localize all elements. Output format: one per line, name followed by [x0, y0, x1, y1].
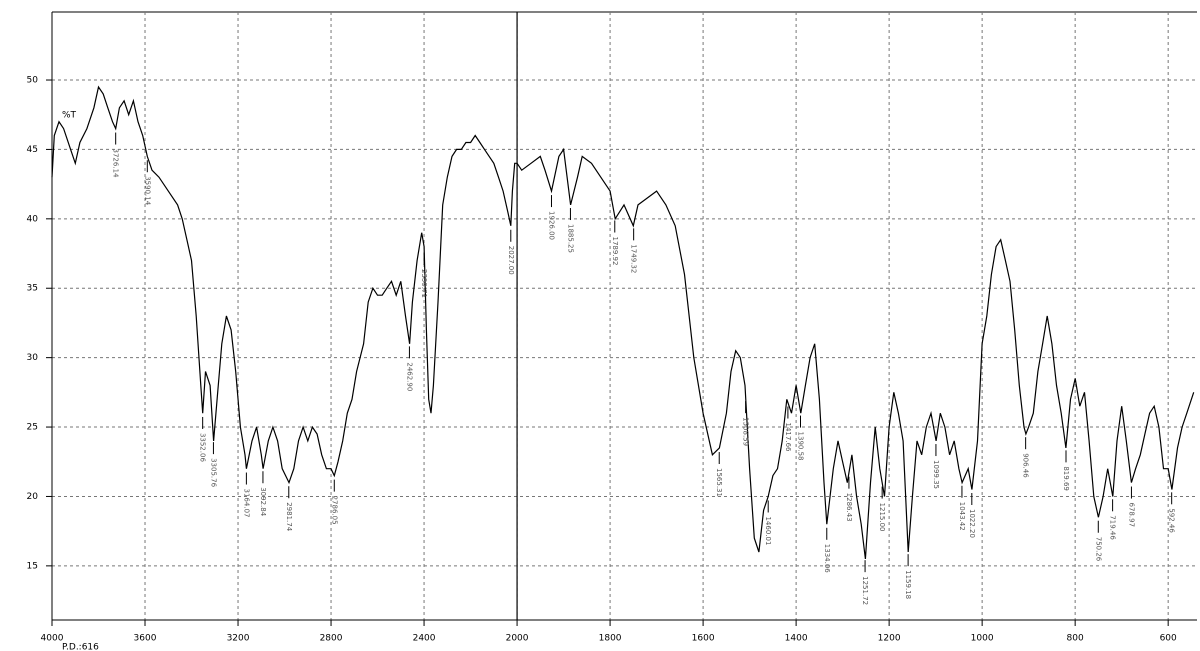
peak-label: 2981.74: [285, 502, 293, 531]
x-tick-label: 4000: [41, 634, 64, 644]
peak-label: 1390.58: [796, 432, 804, 461]
peak-label: 1215.00: [878, 503, 886, 532]
spectrum-line: [51, 85, 1195, 559]
peak-label: 3164.07: [242, 489, 250, 518]
peak-label: 3092.84: [259, 487, 267, 516]
peak-label: 592.46: [1168, 508, 1176, 533]
peak-label: 1043.42: [958, 502, 966, 531]
x-tick-label: 1600: [692, 634, 715, 644]
peak-label: 906.46: [1022, 453, 1030, 478]
x-tick-label: 1400: [785, 634, 808, 644]
y-axis-label: %T: [62, 111, 77, 121]
peak-label: 719.46: [1109, 515, 1117, 540]
peak-label: 1749.32: [630, 244, 638, 273]
y-tick-label: 40: [27, 214, 39, 224]
peak-label: 1159.18: [904, 570, 912, 599]
peak-label: 3305.76: [209, 458, 217, 487]
y-tick-label: 45: [27, 145, 38, 155]
peak-label: 1926.00: [547, 211, 555, 240]
peak-label: 2786.05: [330, 496, 338, 525]
peak-label: 1789.92: [611, 237, 619, 266]
peak-label: 1885.25: [566, 224, 574, 253]
peak-label: 1565.31: [715, 468, 723, 497]
x-tick-label: 800: [1067, 634, 1084, 644]
y-tick-label: 20: [27, 492, 39, 502]
peak-label: 1022.20: [968, 509, 976, 538]
peak-label: 1417.66: [784, 423, 792, 452]
peak-label: 819.69: [1062, 466, 1070, 491]
peak-label: 1334.06: [823, 544, 831, 573]
peak-label: 3726.14: [112, 149, 120, 178]
peak-label: 3590.14: [143, 176, 151, 205]
peak-label: 1099.35: [932, 460, 940, 489]
peak-label: 2027.00: [507, 246, 515, 275]
peak-label: 750.26: [1094, 537, 1102, 562]
y-tick-label: 35: [27, 284, 38, 294]
peak-label: 2399.71: [420, 269, 428, 298]
peak-label: 1508.59: [742, 417, 750, 446]
x-tick-label: 2800: [320, 634, 343, 644]
y-tick-label: 15: [27, 561, 38, 571]
x-tick-label: 3600: [134, 634, 157, 644]
x-tick-label: 1000: [971, 634, 994, 644]
y-tick-label: 50: [27, 76, 39, 86]
peak-label: 2462.90: [405, 362, 413, 391]
y-tick-label: 25: [27, 423, 38, 433]
peak-label: 1251.72: [861, 576, 869, 605]
x-tick-label: 1800: [599, 634, 622, 644]
footer: P.D.:616: [62, 643, 99, 651]
peak-label: 1286.43: [845, 493, 853, 522]
x-tick-label: 2000: [506, 634, 529, 644]
peak-label: 1460.01: [764, 516, 772, 545]
x-tick-label: 3200: [227, 634, 250, 644]
x-tick-label: 600: [1160, 634, 1177, 644]
peak-label: 678.97: [1127, 503, 1135, 527]
peak-label: 3352.06: [199, 433, 207, 462]
x-tick-label: 1200: [878, 634, 901, 644]
x-tick-label: 2400: [413, 634, 436, 644]
y-tick-label: 30: [27, 353, 39, 363]
